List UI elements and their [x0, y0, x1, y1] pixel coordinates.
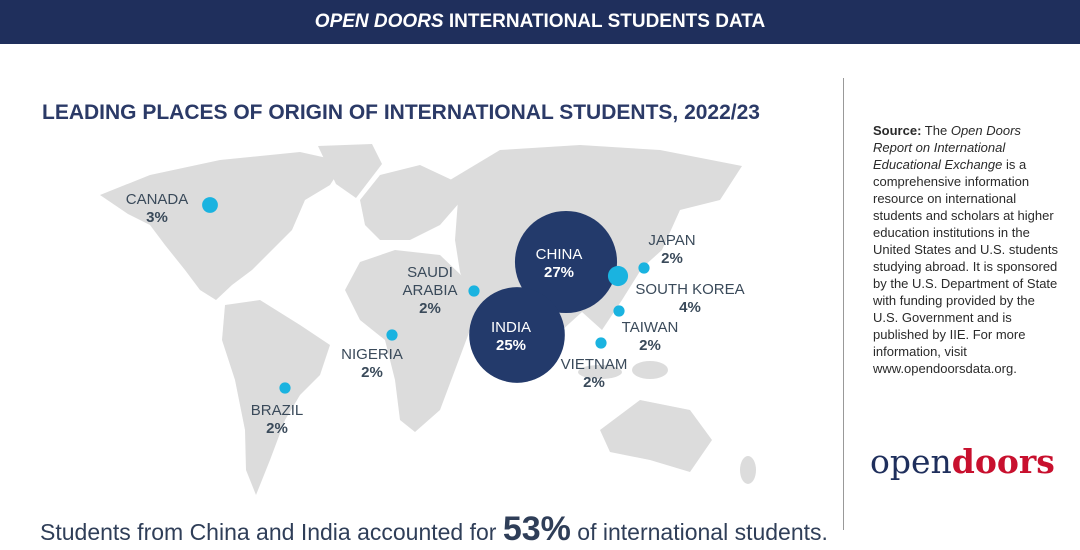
continent [345, 250, 488, 432]
divider [843, 78, 844, 530]
source-text: is a comprehensive information resource … [873, 157, 1058, 376]
bubble [638, 262, 650, 274]
continent [100, 152, 345, 300]
header-title: INTERNATIONAL STUDENTS DATA [448, 11, 766, 32]
island [740, 456, 756, 484]
place-name: SOUTH KOREA [635, 281, 745, 298]
place-label: INDIA 25% [471, 319, 551, 355]
place-label: CHINA 27% [519, 246, 599, 282]
place-name: NIGERIA [341, 346, 403, 363]
map-title: LEADING PLACES OF ORIGIN OF INTERNATIONA… [42, 101, 760, 124]
place-label: SAUDI ARABIA 2% [395, 264, 465, 318]
place-value: 2% [639, 337, 661, 354]
footer-highlight: 53% [502, 510, 571, 548]
place-name: CANADA [125, 191, 189, 208]
source-text: The [924, 123, 948, 138]
bubble [279, 382, 291, 394]
bubble [613, 305, 625, 317]
place-label: JAPAN 2% [632, 232, 712, 268]
footer-text: Students from China and India accounted … [40, 519, 497, 545]
place-label: TAIWAN 2% [610, 319, 690, 355]
source-label: Source: [873, 123, 922, 138]
place-value: 25% [495, 337, 527, 354]
place-value: 2% [661, 250, 683, 267]
place-value: 3% [146, 209, 168, 226]
logo: opendoors [870, 442, 1055, 481]
continent [222, 300, 330, 495]
place-value: 2% [419, 300, 441, 317]
island [336, 171, 356, 185]
header-italic: OPEN DOORS [314, 11, 444, 32]
place-label: NIGERIA 2% [327, 346, 417, 382]
source-note: Source: The Open Doors Report on Interna… [873, 122, 1063, 377]
place-label: CANADA 3% [112, 191, 202, 227]
island [578, 365, 622, 379]
continent [600, 400, 712, 472]
continent [318, 144, 382, 198]
bubble [202, 197, 218, 213]
logo-doors: doors [951, 442, 1055, 481]
place-label: SOUTH KOREA 4% [625, 281, 755, 317]
bubble [607, 265, 629, 287]
place-value: 2% [266, 420, 288, 437]
place-label: BRAZIL 2% [237, 402, 317, 438]
place-name: CHINA [535, 246, 583, 263]
place-name: BRAZIL [250, 402, 304, 419]
bubble [386, 329, 398, 341]
place-name: JAPAN [648, 232, 696, 249]
source-italic: Open Doors Report on International Educa… [873, 123, 1021, 172]
place-name: VIETNAM [560, 356, 628, 373]
footer-text: of international students. [577, 519, 828, 545]
logo-open: open [870, 442, 952, 481]
continent [360, 165, 460, 240]
bubble [595, 337, 607, 349]
place-name: INDIA [490, 319, 531, 336]
bubble [468, 285, 480, 297]
footer: Students from China and India accounted … [40, 510, 828, 549]
place-value: 2% [361, 364, 383, 381]
bubble [469, 287, 565, 383]
place-label: VIETNAM 2% [549, 356, 639, 392]
place-value: 2% [583, 374, 605, 391]
place-value: 27% [543, 264, 575, 281]
header: OPEN DOORS INTERNATIONAL STUDENTS DATA [0, 0, 1080, 44]
place-name: SAUDI ARABIA [402, 264, 458, 299]
place-name: TAIWAN [621, 319, 679, 336]
bubble [514, 210, 618, 314]
place-value: 4% [679, 299, 701, 316]
island [632, 361, 668, 379]
